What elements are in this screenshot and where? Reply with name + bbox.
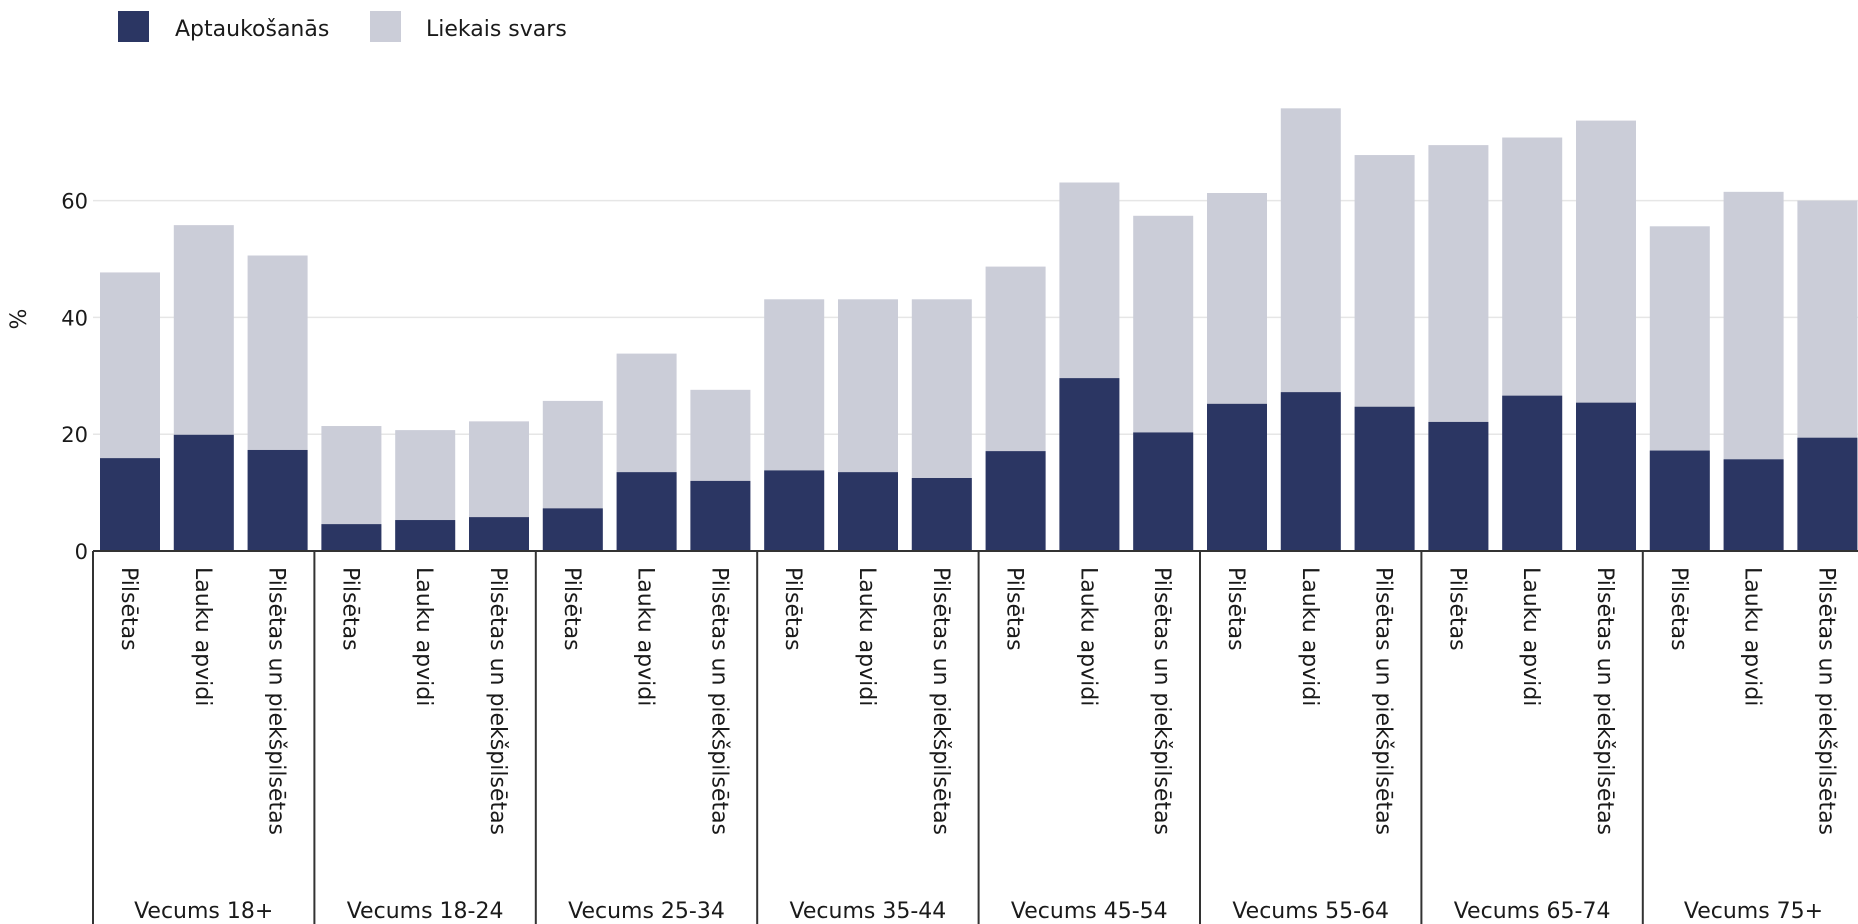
group-label: Vecums 75+ <box>1684 899 1823 924</box>
group-label: Vecums 18-24 <box>347 899 504 924</box>
category-label: Pilsētas <box>559 567 584 651</box>
group-label: Vecums 45-54 <box>1011 899 1168 924</box>
category-label: Pilsētas <box>780 567 805 651</box>
bar-aptaukosanas <box>1207 403 1267 551</box>
bar-aptaukosanas <box>838 472 898 551</box>
bar-aptaukosanas <box>1280 392 1341 551</box>
y-tick-label: 40 <box>61 306 88 330</box>
category-label: Pilsētas un piekšpilsētas <box>706 567 731 835</box>
bars <box>100 108 1858 552</box>
bar-aptaukosanas <box>100 458 160 551</box>
category-label: Pilsētas <box>1002 567 1027 651</box>
category-label: Lauku apvidi <box>1297 567 1322 706</box>
category-label: Pilsētas <box>1223 567 1248 651</box>
group-label: Vecums 18+ <box>134 899 273 924</box>
category-label: Lauku apvidi <box>1075 567 1100 706</box>
group-label: Vecums 25-34 <box>568 899 725 924</box>
category-label: Pilsētas <box>1444 567 1469 651</box>
bar-aptaukosanas <box>469 517 529 551</box>
legend-label-liekais-svars: Liekais svars <box>426 17 567 42</box>
category-label: Lauku apvidi <box>411 567 436 706</box>
y-axis-ticks: 0 20 40 60 <box>61 190 88 564</box>
bar-aptaukosanas <box>1797 437 1858 551</box>
bar-aptaukosanas <box>911 478 972 551</box>
bar-aptaukosanas <box>690 480 751 551</box>
category-label: Lauku apvidi <box>633 567 658 706</box>
bar-aptaukosanas <box>1723 459 1784 551</box>
legend: Aptaukošanās Liekais svars <box>118 11 567 42</box>
category-label: Lauku apvidi <box>1740 567 1765 706</box>
bar-aptaukosanas <box>764 470 825 551</box>
y-tick-label: 0 <box>75 540 88 564</box>
y-tick-label: 20 <box>61 423 88 447</box>
category-label: Pilsētas <box>116 567 141 651</box>
category-label: Lauku apvidi <box>854 567 879 706</box>
group-label: Vecums 35-44 <box>790 899 947 924</box>
category-label: Pilsētas un piekšpilsētas <box>1592 567 1617 835</box>
bar-aptaukosanas <box>1649 450 1710 551</box>
category-label: Pilsētas un piekšpilsētas <box>1149 567 1174 835</box>
y-axis-label: % <box>7 309 32 330</box>
bar-aptaukosanas <box>173 434 234 551</box>
category-labels: Pilsētas Lauku apvidi Pilsētas un piekšpil… <box>116 567 1838 835</box>
category-label: Pilsētas un piekšpilsētas <box>1371 567 1396 835</box>
category-label: Pilsētas un piekšpilsētas <box>928 567 953 835</box>
group-label: Vecums 65-74 <box>1454 899 1611 924</box>
category-label: Pilsētas un piekšpilsētas <box>264 567 289 835</box>
bar-aptaukosanas <box>247 449 308 551</box>
category-label: Pilsētas <box>1666 567 1691 651</box>
bar-aptaukosanas <box>1133 432 1194 551</box>
gridlines <box>93 199 1858 435</box>
legend-label-aptaukosanas: Aptaukošanās <box>175 17 329 42</box>
category-label: Lauku apvidi <box>190 567 215 706</box>
bar-aptaukosanas <box>616 472 677 551</box>
bar-aptaukosanas <box>1354 406 1415 551</box>
category-label: Pilsētas un piekšpilsētas <box>485 567 510 835</box>
bar-aptaukosanas <box>1428 421 1489 551</box>
bar-aptaukosanas <box>542 508 603 551</box>
y-tick-label: 60 <box>61 190 88 214</box>
legend-swatch-liekais-svars <box>370 11 401 42</box>
group-labels: Vecums 18+ Vecums 18-24 Vecums 25-34 Vecums… <box>134 899 1823 924</box>
bar-aptaukosanas <box>395 520 456 551</box>
bar-aptaukosanas <box>1502 395 1563 551</box>
category-label: Lauku apvidi <box>1518 567 1543 706</box>
bar-aptaukosanas <box>321 524 382 551</box>
bar-aptaukosanas <box>985 451 1046 551</box>
group-label: Vecums 55-64 <box>1232 899 1389 924</box>
bar-aptaukosanas <box>1576 402 1636 551</box>
category-label: Pilsētas <box>337 567 362 651</box>
legend-swatch-aptaukosanas <box>118 11 149 42</box>
bar-aptaukosanas <box>1059 378 1120 551</box>
category-label: Pilsētas un piekšpilsētas <box>1813 567 1838 835</box>
group-separators <box>92 551 1644 924</box>
